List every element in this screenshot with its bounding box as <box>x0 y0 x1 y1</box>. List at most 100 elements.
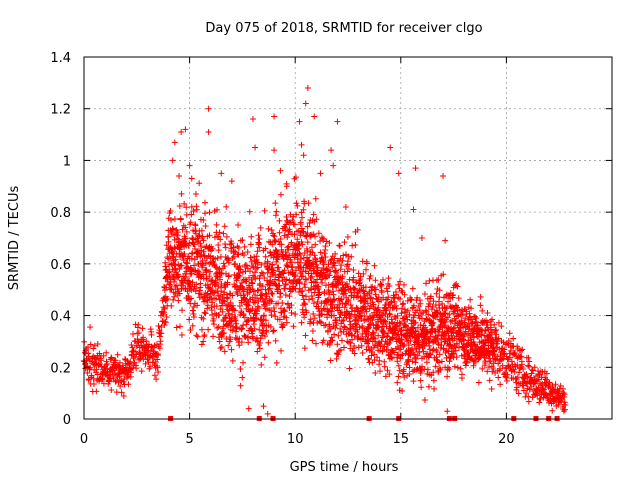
data-point <box>212 256 219 263</box>
data-point <box>327 257 334 264</box>
data-point <box>393 302 400 309</box>
data-point <box>308 244 315 251</box>
data-point <box>346 318 353 325</box>
data-point <box>399 387 406 394</box>
data-point <box>270 254 277 261</box>
data-point <box>304 239 311 246</box>
data-point <box>322 253 329 260</box>
data-point <box>375 324 382 331</box>
data-point <box>549 382 556 389</box>
data-point <box>375 332 382 339</box>
data-point <box>338 337 345 344</box>
data-point <box>313 216 320 223</box>
data-point <box>264 410 271 417</box>
data-point <box>212 295 219 302</box>
data-point <box>494 353 501 360</box>
data-point <box>221 298 228 305</box>
data-point <box>487 358 494 365</box>
data-point <box>331 296 338 303</box>
data-point <box>205 326 212 333</box>
data-point <box>189 279 196 286</box>
data-point <box>272 272 279 279</box>
data-point <box>333 355 340 362</box>
data-point <box>99 376 106 383</box>
data-point <box>261 354 268 361</box>
data-point <box>514 343 521 350</box>
data-point <box>300 228 307 235</box>
data-point <box>246 289 253 296</box>
data-point <box>454 341 460 348</box>
data-point <box>404 316 411 323</box>
data-point <box>216 265 223 272</box>
data-point <box>351 343 358 350</box>
data-point <box>317 249 324 256</box>
data-point <box>200 217 207 224</box>
data-point <box>302 332 309 339</box>
data-point <box>350 266 357 273</box>
data-point <box>114 351 121 358</box>
data-point <box>244 318 251 325</box>
data-point <box>383 306 390 313</box>
data-point <box>135 321 142 328</box>
data-point <box>192 221 199 228</box>
data-point <box>348 289 355 296</box>
data-point <box>294 246 301 253</box>
data-point <box>222 270 229 277</box>
data-point <box>405 342 412 349</box>
data-point <box>95 361 102 368</box>
data-point <box>405 356 412 363</box>
data-point <box>513 386 520 393</box>
data-point <box>302 284 309 291</box>
data-point <box>384 333 391 340</box>
data-point <box>283 214 290 221</box>
data-point <box>236 303 243 310</box>
data-point <box>376 357 383 364</box>
data-point <box>181 200 188 207</box>
data-point <box>198 341 205 348</box>
data-point <box>503 374 510 381</box>
data-point <box>400 366 407 373</box>
data-point <box>413 355 420 362</box>
data-point <box>302 293 309 300</box>
data-point <box>212 279 219 286</box>
data-point <box>204 305 211 312</box>
data-point <box>245 302 252 309</box>
data-point <box>173 282 180 289</box>
data-point <box>311 315 318 322</box>
data-point <box>247 268 254 275</box>
data-point <box>277 235 284 242</box>
data-point <box>399 351 406 358</box>
data-point <box>223 203 230 210</box>
data-point <box>245 339 252 346</box>
data-point <box>429 303 436 310</box>
data-point <box>213 221 220 228</box>
data-point <box>206 232 213 239</box>
data-point <box>196 232 203 239</box>
data-point <box>221 348 228 355</box>
data-point <box>339 273 346 280</box>
data-point <box>299 241 306 248</box>
data-point <box>484 309 491 316</box>
data-point <box>176 203 183 210</box>
data-point <box>423 315 430 322</box>
data-point <box>235 222 242 229</box>
data-point <box>444 373 451 380</box>
data-point <box>315 292 322 299</box>
data-point <box>214 325 221 332</box>
data-point <box>362 284 369 291</box>
data-point <box>374 354 381 361</box>
labels: Day 075 of 2018, SRMTID for receiver clg… <box>7 21 483 475</box>
data-point <box>241 314 248 321</box>
data-point <box>220 318 227 325</box>
data-point <box>300 152 307 159</box>
data-point <box>308 286 315 293</box>
data-point <box>537 395 544 402</box>
data-point <box>435 276 442 283</box>
data-point <box>286 226 293 233</box>
data-point <box>281 267 288 274</box>
data-point <box>237 382 244 389</box>
data-point <box>261 274 268 281</box>
data-point <box>169 253 176 260</box>
data-point <box>477 293 484 300</box>
data-point <box>254 248 261 255</box>
